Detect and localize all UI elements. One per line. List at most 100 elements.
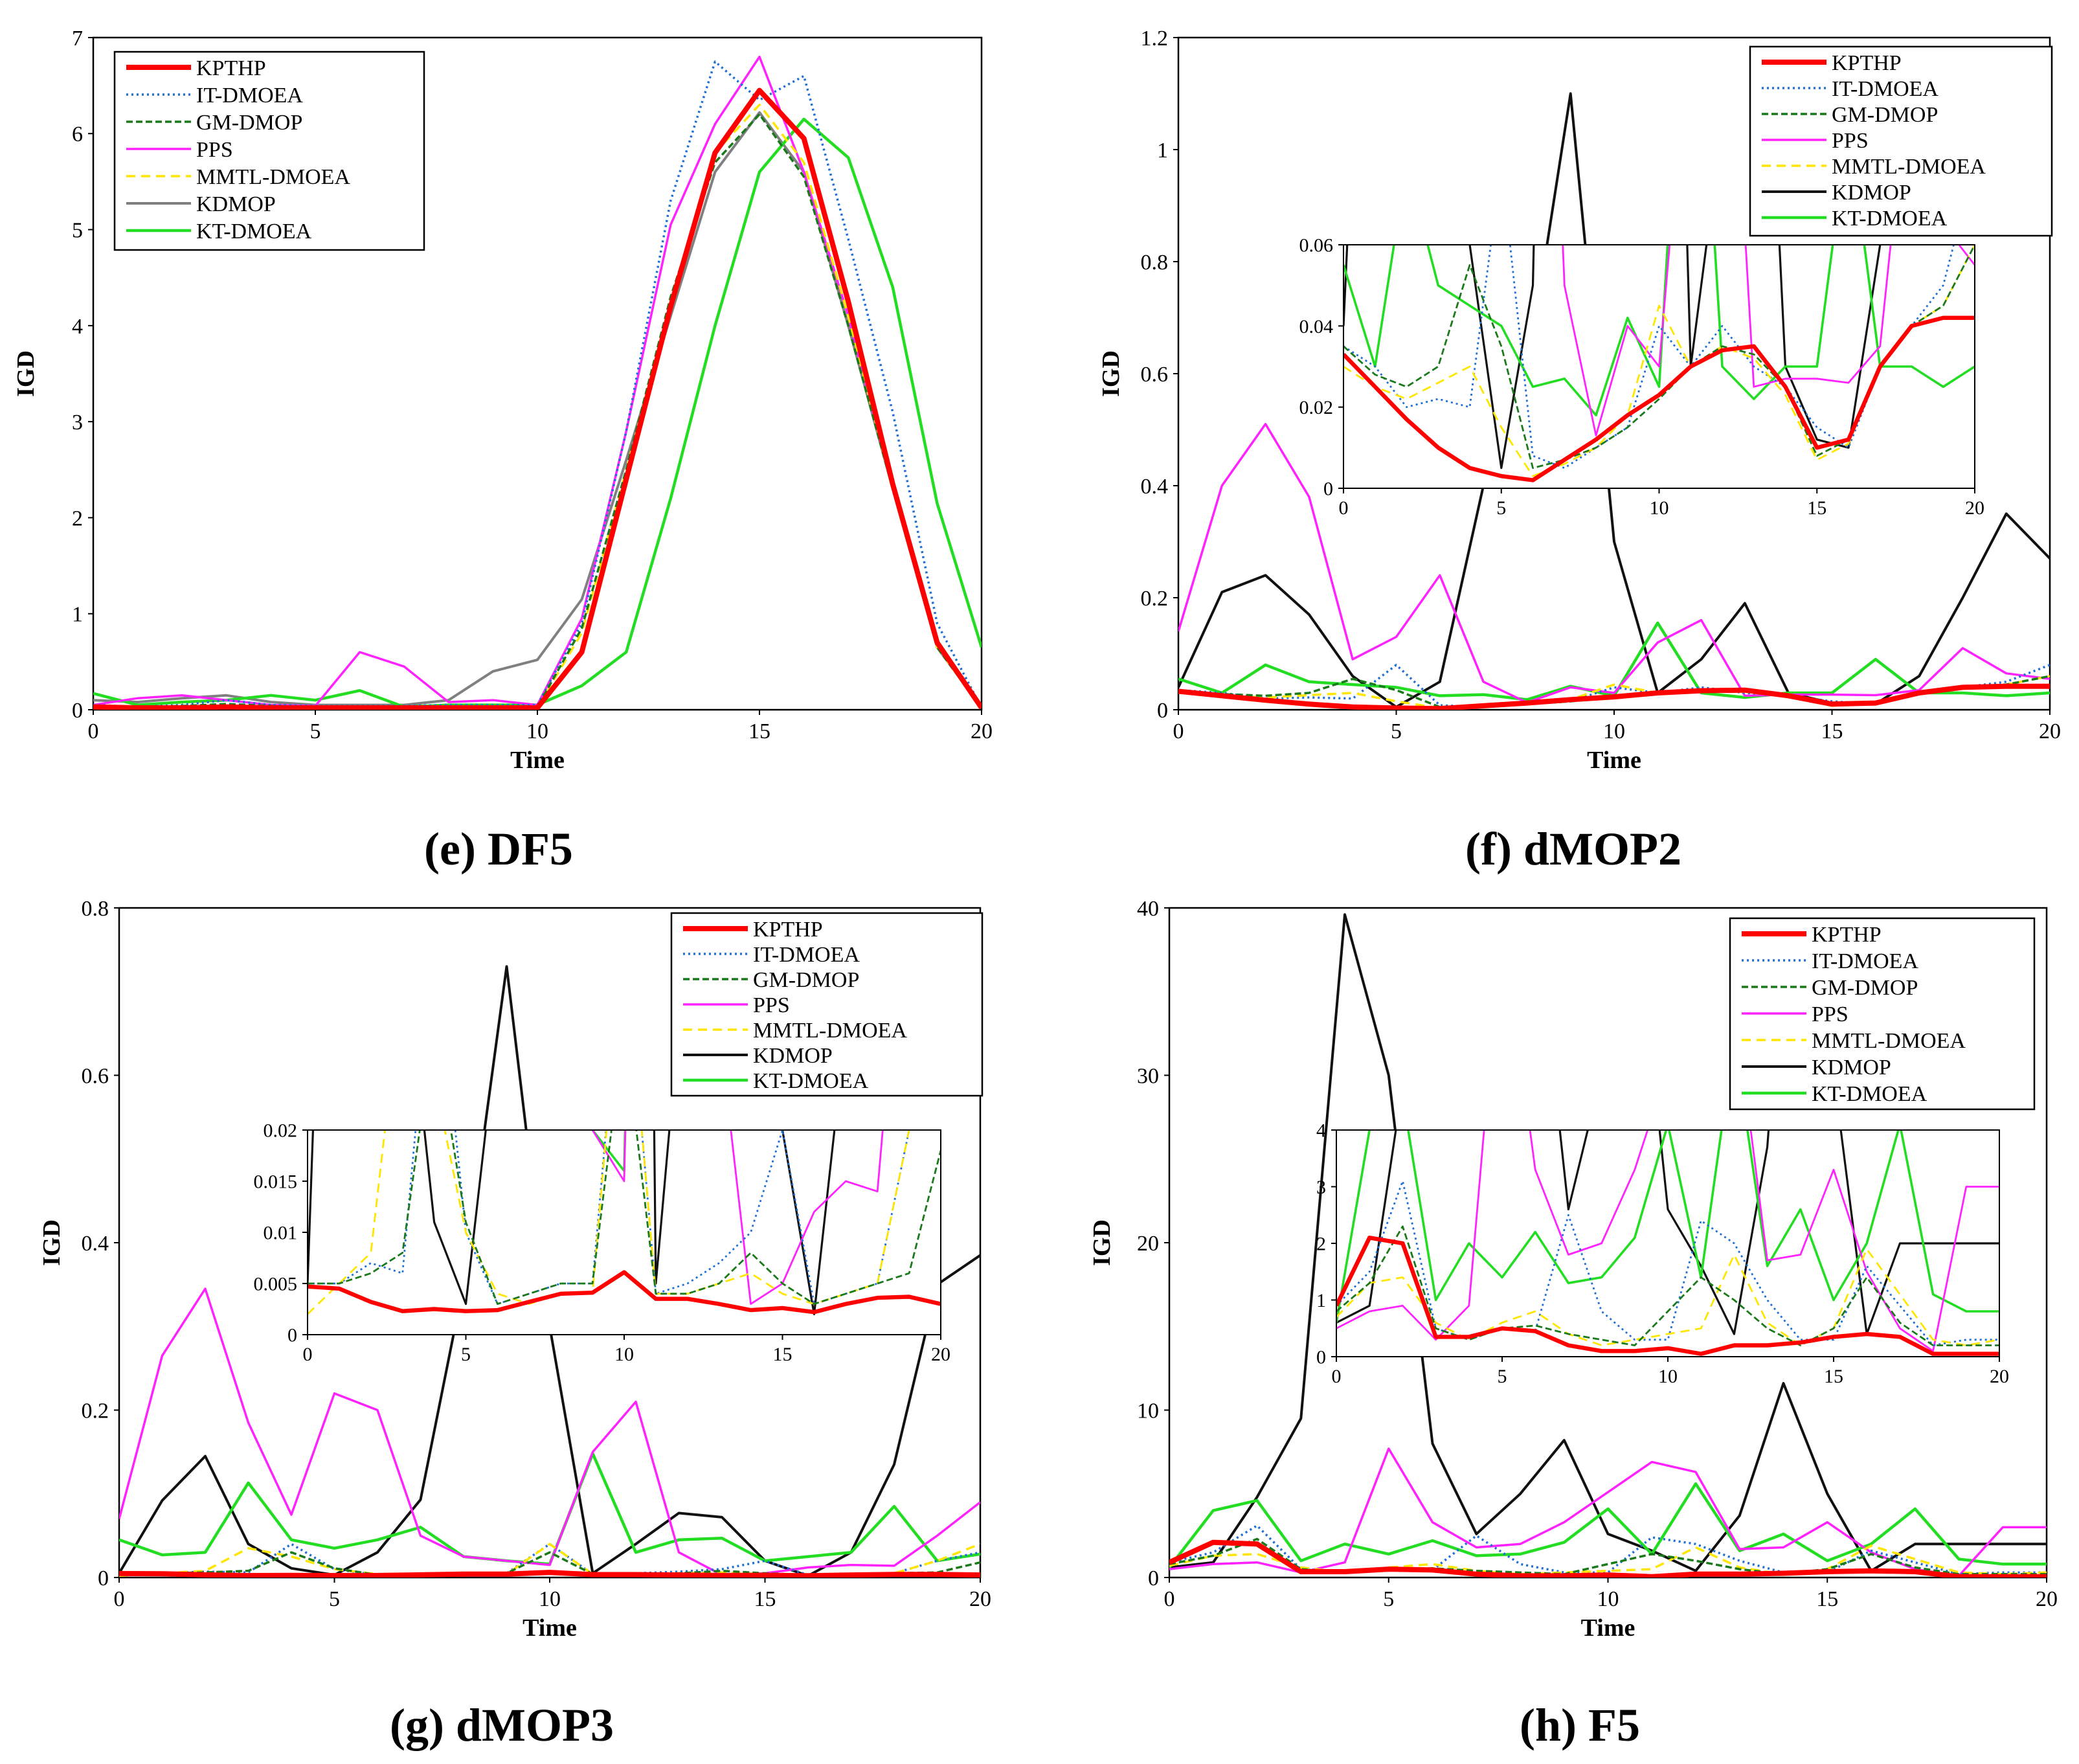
- e-df5-xtick-label: 10: [526, 719, 548, 743]
- e-df5-ytick-label: 6: [72, 122, 83, 146]
- h-f5-inset-series-kt-dmoea: [1336, 1130, 1999, 1323]
- f-dmop2-ytick-label: 0.6: [1141, 363, 1169, 387]
- f-dmop2-series-pps: [1178, 423, 2050, 704]
- f-dmop2-xtick-label: 15: [1821, 719, 1843, 743]
- f-dmop2-legend-label-it-dmoea: IT-DMOEA: [1832, 77, 1939, 101]
- f-dmop2-ytick-label: 0: [1157, 699, 1168, 723]
- g-dmop3-legend-label-kdmop: KDMOP: [753, 1044, 833, 1068]
- g-dmop3-ylabel: IGD: [38, 1219, 65, 1266]
- g-dmop3-inset-xtick-label: 0: [303, 1344, 313, 1365]
- e-df5-series-it-dmoea: [93, 60, 982, 708]
- h-f5-series-kdmop: [1169, 913, 2047, 1572]
- h-f5-legend-label-mmtl-dmoea: MMTL-DMOEA: [1812, 1029, 1966, 1053]
- g-dmop3-ytick-label: 0.2: [82, 1399, 109, 1423]
- h-f5-legend-label-gm-dmop: GM-DMOP: [1812, 976, 1918, 1000]
- h-f5-caption: (h) F5: [1520, 1699, 1640, 1751]
- h-f5-inset-ytick-label: 0: [1316, 1347, 1326, 1368]
- e-df5-xtick-label: 5: [310, 719, 321, 743]
- f-dmop2-legend-label-gm-dmop: GM-DMOP: [1832, 103, 1938, 127]
- h-f5-inset-xtick-label: 0: [1332, 1366, 1342, 1387]
- f-dmop2-inset-xtick-label: 20: [1965, 497, 1984, 519]
- f-dmop2-inset-ytick-label: 0.06: [1299, 235, 1334, 256]
- f-dmop2-xtick-label: 5: [1391, 719, 1402, 743]
- g-dmop3-legend-label-it-dmoea: IT-DMOEA: [753, 943, 860, 967]
- h-f5-inset-ytick-label: 2: [1316, 1234, 1326, 1255]
- f-dmop2-legend-label-kdmop: KDMOP: [1832, 181, 1911, 205]
- f-dmop2-ytick-label: 0.2: [1141, 587, 1169, 611]
- f-dmop2-legend-label-pps: PPS: [1832, 129, 1869, 153]
- g-dmop3-inset-series-pps: [591, 1130, 884, 1305]
- f-dmop2-inset-ytick-label: 0: [1323, 479, 1333, 500]
- f-dmop2-xtick-label: 10: [1603, 719, 1625, 743]
- chart-panel-dmop3: 0 0.2 0.4 0.6 0.8 0 5 10 15 20 Time IGD 0 0.005 0.01 0.…: [0, 882, 1039, 1764]
- h-f5-ytick-label: 0: [1148, 1566, 1159, 1590]
- e-df5-xtick-label: 20: [971, 719, 993, 743]
- f-dmop2-legend-label-mmtl-dmoea: MMTL-DMOEA: [1832, 155, 1986, 179]
- g-dmop3-legend: KPTHPIT-DMOEAGM-DMOPPPSMMTL-DMOEAKDMOPKT…: [670, 912, 983, 1097]
- f-dmop2-xlabel: Time: [1587, 747, 1641, 774]
- g-dmop3-inset-ytick-label: 0.005: [254, 1274, 298, 1295]
- f-dmop2-ytick-label: 1.2: [1141, 27, 1169, 51]
- e-df5-ytick-label: 5: [72, 218, 83, 242]
- g-dmop3-xlabel: Time: [523, 1614, 577, 1642]
- h-f5-inset-xtick-label: 5: [1498, 1366, 1507, 1387]
- f-dmop2-series-kdmop: [1178, 92, 2050, 708]
- e-df5-legend-label-pps: PPS: [196, 138, 233, 162]
- f-dmop2-inset-series-pps: [1562, 245, 1975, 436]
- g-dmop3-legend-label-mmtl-dmoea: MMTL-DMOEA: [753, 1019, 907, 1043]
- e-df5-legend-label-kdmop: KDMOP: [196, 192, 276, 216]
- h-f5-inset-ytick-label: 1: [1316, 1290, 1326, 1311]
- g-dmop3-legend-label-kt-dmoea: KT-DMOEA: [753, 1069, 869, 1093]
- f-dmop2-inset-ytick-label: 0.04: [1299, 316, 1334, 337]
- g-dmop3-xtick-label: 15: [754, 1587, 776, 1611]
- g-dmop3-inset-xtick-label: 5: [461, 1344, 471, 1365]
- g-dmop3-xtick-label: 20: [969, 1587, 991, 1611]
- g-dmop3-xtick-label: 5: [329, 1587, 340, 1611]
- g-dmop3-series-kpthp: [119, 1570, 980, 1577]
- g-dmop3-ytick-label: 0.4: [82, 1232, 109, 1256]
- chart-panel-df5: 0 1 2 3 4 5 6 7 0 5 10 15 20 Time IGD KPTHP IT-DMOEA GM-D…: [0, 0, 1039, 882]
- g-dmop3-series-it-dmoea: [119, 1543, 980, 1576]
- h-f5-ytick-label: 40: [1137, 897, 1159, 921]
- f-dmop2-series-it-dmoea: [1178, 664, 2050, 708]
- e-df5-legend-label-mmtl-dmoea: MMTL-DMOEA: [196, 165, 350, 189]
- f-dmop2-series-kpthp: [1178, 683, 2050, 710]
- h-f5-inset-ytick-label: 4: [1316, 1120, 1326, 1142]
- f-dmop2-caption: (f) dMOP2: [1465, 823, 1681, 875]
- h-f5-inset: 0 1 2 3 4 0 5 10 15 20: [1316, 1120, 2009, 1388]
- f-dmop2-inset-ytick-label: 0.02: [1299, 397, 1334, 418]
- f-dmop2-legend-box: [1749, 45, 2053, 237]
- h-f5-xtick-label: 5: [1383, 1587, 1394, 1611]
- g-dmop3-inset-series-it-dmoea: [308, 1130, 910, 1305]
- e-df5-legend-label-it-dmoea: IT-DMOEA: [196, 84, 303, 107]
- h-f5-series-kt-dmoea: [1169, 1482, 2047, 1568]
- f-dmop2-legend: KPTHPIT-DMOEAGM-DMOPPPSMMTL-DMOEAKDMOPKT…: [1749, 45, 2053, 237]
- g-dmop3-inset-series-gm-dmop: [308, 1130, 941, 1305]
- h-f5-legend-label-kdmop: KDMOP: [1812, 1056, 1891, 1080]
- e-df5-ytick-label: 4: [72, 315, 83, 339]
- f-dmop2-ytick-label: 1: [1157, 139, 1168, 163]
- h-f5-legend-label-it-dmoea: IT-DMOEA: [1812, 949, 1918, 973]
- h-f5-legend-label-kt-dmoea: KT-DMOEA: [1812, 1082, 1927, 1106]
- chart-g-dmop3: 0 0.2 0.4 0.6 0.8 0 5 10 15 20 Time IGD 0 0.005 0.01 0.…: [38, 897, 991, 1751]
- chart-e-df5: 0 1 2 3 4 5 6 7 0 5 10 15 20 Time IGD KPTHP IT-DMOEA GM-D…: [12, 27, 993, 875]
- f-dmop2-inset-series-kt-dmoea: [1343, 245, 1975, 417]
- g-dmop3-inset-series-kpthp: [308, 1270, 941, 1315]
- f-dmop2-ytick-label: 0.8: [1141, 251, 1169, 275]
- h-f5-inset-series-kdmop: [1336, 1130, 1999, 1335]
- g-dmop3-legend-label-pps: PPS: [753, 993, 790, 1017]
- chart-f-dmop2: 0 0.2 0.4 0.6 0.8 1 1.2 0 5 10 15 20 Time IGD 0 0.02 0.0…: [1097, 27, 2061, 875]
- g-dmop3-inset: 0 0.005 0.01 0.015 0.02 0 5 10 15 20: [254, 1120, 951, 1366]
- e-df5-series-mmtl-dmoea: [93, 104, 982, 709]
- g-dmop3-legend-label-gm-dmop: GM-DMOP: [753, 968, 859, 992]
- g-dmop3-inset-xtick-label: 10: [614, 1344, 634, 1365]
- f-dmop2-xtick-label: 20: [2039, 719, 2061, 743]
- h-f5-series-pps: [1169, 1447, 2047, 1577]
- g-dmop3-inset-ytick-label: 0.02: [264, 1120, 298, 1142]
- e-df5-legend-box: [113, 51, 425, 251]
- f-dmop2-legend-label-kpthp: KPTHP: [1832, 51, 1902, 75]
- f-dmop2-inset-series-kpthp: [1343, 315, 1975, 482]
- e-df5-xlabel: Time: [510, 747, 565, 774]
- g-dmop3-ytick-label: 0.8: [82, 897, 109, 921]
